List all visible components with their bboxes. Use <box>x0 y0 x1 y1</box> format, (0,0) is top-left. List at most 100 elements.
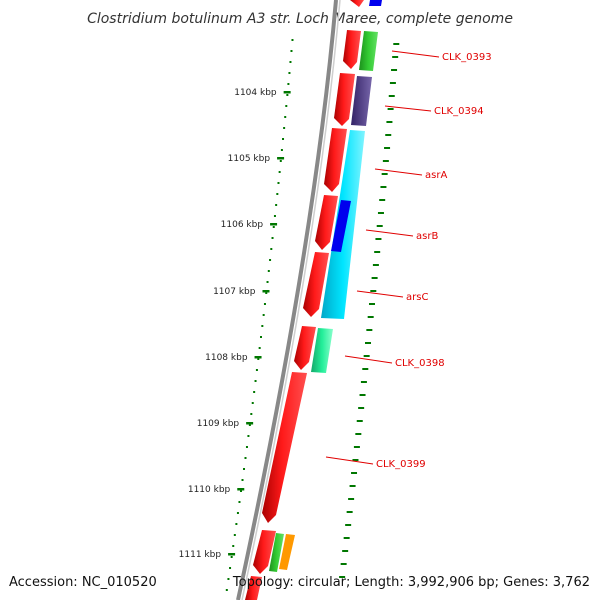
ruler-dot <box>253 391 256 393</box>
tick-mark <box>277 157 285 160</box>
cog-feature[interactable] <box>269 533 284 572</box>
feature-dash <box>348 498 355 500</box>
ruler-dot <box>236 512 239 514</box>
ruler-dot <box>257 358 260 360</box>
tick-mark <box>283 91 291 94</box>
ruler-dot <box>272 226 275 228</box>
cds-feature[interactable] <box>324 128 347 192</box>
tick-label: 1111 kbp <box>179 550 222 560</box>
gene-leader-line <box>365 229 414 237</box>
feature-dash <box>352 459 359 461</box>
feature-dash <box>381 173 388 175</box>
tick-mark <box>262 290 270 293</box>
feature-dash <box>392 56 399 58</box>
feature-dash <box>370 290 377 292</box>
feature-dash <box>362 368 369 370</box>
ruler-dot <box>289 61 292 63</box>
feature-dash <box>355 433 362 435</box>
feature-dash <box>377 212 384 214</box>
ruler-dot <box>278 171 281 173</box>
cog-feature[interactable] <box>351 76 372 126</box>
feature-dash <box>340 563 347 565</box>
cds-feature[interactable] <box>334 73 355 126</box>
cds-feature[interactable] <box>315 195 338 250</box>
tick-mark <box>246 422 254 425</box>
gene-label[interactable]: asrB <box>416 231 438 242</box>
ruler-dot <box>269 259 272 261</box>
ruler-dot <box>258 347 261 349</box>
ruler-dot <box>247 435 250 437</box>
feature-dash <box>385 134 392 136</box>
feature-dash <box>389 82 396 84</box>
cds-forward-track <box>245 0 364 600</box>
cog-feature[interactable] <box>311 328 333 373</box>
cds-feature[interactable] <box>350 0 364 7</box>
feature-dash <box>388 95 395 97</box>
ruler-dot <box>244 457 247 459</box>
cog-track <box>269 0 382 572</box>
position-ticks: 1104 kbp 1105 kbp 1106 kbp 1107 kbp 1108 kbp… <box>179 88 291 560</box>
ruler-dot <box>254 380 257 382</box>
tick-mark <box>254 356 262 359</box>
ruler-dot <box>259 336 262 338</box>
cds-feature[interactable] <box>294 326 316 370</box>
feature-dash <box>367 316 374 318</box>
feature-dash <box>346 511 353 513</box>
gene-label[interactable]: CLK_0399 <box>376 459 426 470</box>
feature-dash <box>343 537 350 539</box>
cds-feature[interactable] <box>253 530 276 574</box>
ruler-dot <box>239 490 242 492</box>
ruler-dot <box>262 314 265 316</box>
feature-dash <box>363 355 370 357</box>
genome-backbone-highlight <box>241 0 341 600</box>
gene-label[interactable]: CLK_0398 <box>395 358 445 369</box>
gene-leader-line <box>356 290 404 298</box>
feature-dash <box>371 277 378 279</box>
cds-feature[interactable] <box>262 372 307 523</box>
feature-dash <box>368 303 375 305</box>
accession-text: Accession: NC_010520 <box>9 575 157 590</box>
ruler-dot <box>270 248 273 250</box>
tick-label: 1109 kbp <box>197 419 240 429</box>
ruler-dot <box>235 523 238 525</box>
feature-dash <box>349 485 356 487</box>
feature-dash <box>353 446 360 448</box>
ruler-dot <box>275 204 278 206</box>
feature-dash <box>375 238 382 240</box>
ruler-dot <box>282 138 285 140</box>
ruler-dot <box>238 501 241 503</box>
ruler-dot <box>251 402 254 404</box>
cds-feature[interactable] <box>303 252 329 317</box>
feature-dashes <box>339 43 400 578</box>
gene-leader-line <box>374 168 423 176</box>
cds-feature[interactable] <box>343 30 361 69</box>
gene-label[interactable]: asrA <box>425 170 447 181</box>
ruler-dot <box>277 182 280 184</box>
feature-dash <box>384 147 391 149</box>
ruler-dot <box>230 556 233 558</box>
tick-label: 1110 kbp <box>188 485 231 495</box>
cog-feature[interactable] <box>359 31 378 71</box>
feature-dash <box>374 251 381 253</box>
ruler-dot <box>241 479 244 481</box>
cog-feature[interactable] <box>279 534 295 570</box>
gene-leader-line <box>384 105 432 112</box>
feature-dash <box>356 420 363 422</box>
tick-label: 1107 kbp <box>213 287 256 297</box>
gene-labels: CLK_0393 CLK_0394 asrA asrB arsC CLK_0398 CLK_… <box>325 50 492 470</box>
ruler-dot <box>225 589 228 591</box>
tick-label: 1105 kbp <box>228 154 271 164</box>
feature-dash <box>386 121 393 123</box>
gene-label[interactable]: CLK_0393 <box>442 52 492 63</box>
cog-feature[interactable] <box>331 200 351 252</box>
feature-dash <box>366 329 373 331</box>
cog-feature[interactable] <box>369 0 382 6</box>
gene-label[interactable]: CLK_0394 <box>434 106 484 117</box>
cds-feature[interactable] <box>245 576 262 600</box>
gene-label[interactable]: arsC <box>406 292 428 303</box>
tick-label: 1104 kbp <box>234 88 277 98</box>
feature-dash <box>345 524 352 526</box>
feature-dash <box>391 69 398 71</box>
feature-dash <box>351 472 358 474</box>
tick-mark <box>237 488 245 491</box>
